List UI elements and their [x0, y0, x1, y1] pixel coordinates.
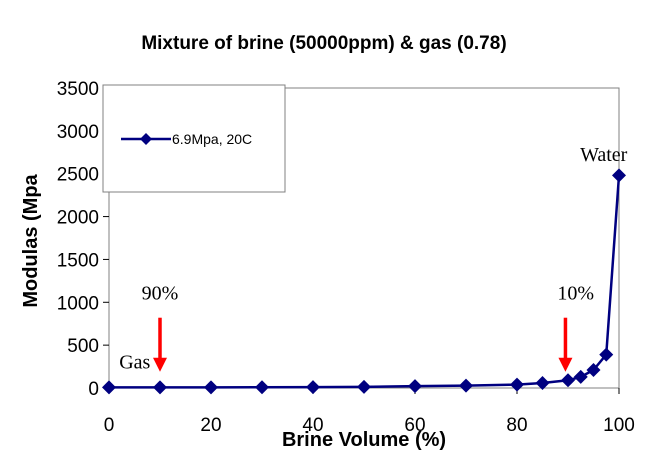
y-tick-label: 0	[88, 379, 99, 400]
y-tick-label: 3500	[57, 79, 99, 100]
data-point	[599, 347, 614, 362]
y-axis-ticks: 0 500 1000 1500 2000 2500 3000 3500	[57, 79, 109, 400]
legend-entry-label: 6.9Mpa, 20C	[172, 131, 252, 147]
arrow-head	[153, 357, 167, 372]
data-point	[510, 377, 524, 392]
data-point	[612, 168, 626, 183]
arrow-head	[558, 357, 573, 372]
x-tick-label: 40	[302, 415, 323, 436]
data-point	[561, 373, 575, 388]
x-tick-label: 60	[404, 415, 425, 436]
x-tick-label: 0	[104, 415, 115, 436]
annotation-label: Water	[580, 144, 628, 166]
series-layer	[102, 168, 626, 395]
legend-marker-swatch	[140, 133, 152, 145]
y-tick-label: 2500	[57, 165, 99, 186]
data-point	[459, 378, 473, 393]
annotation-label: Gas	[119, 351, 150, 373]
x-tick-label: 100	[603, 415, 635, 436]
x-axis-label: Brine Volume (%)	[282, 429, 446, 451]
y-tick-label: 2000	[57, 208, 99, 229]
data-point	[306, 380, 320, 395]
data-point	[102, 380, 116, 395]
x-tick-label: 80	[506, 415, 527, 436]
annotation-layer: Water Gas 90% 10%	[119, 144, 627, 373]
annotation-label: 90%	[142, 283, 179, 305]
data-point	[204, 380, 218, 395]
y-tick-label: 3000	[57, 122, 99, 143]
chart-title: Mixture of brine (50000ppm) & gas (0.78)	[141, 33, 506, 54]
data-point	[586, 363, 601, 377]
data-point	[408, 379, 422, 394]
y-tick-label: 1500	[57, 250, 99, 271]
data-point	[153, 380, 167, 395]
data-point	[255, 380, 269, 395]
y-tick-label: 500	[67, 336, 99, 357]
data-point	[535, 376, 550, 391]
legend: 6.9Mpa, 20C	[102, 84, 286, 193]
y-axis-label: Modulas (Mpa	[20, 173, 42, 307]
y-tick-label: 1000	[57, 293, 99, 314]
annotation-label: 10%	[557, 283, 594, 305]
data-point	[357, 379, 371, 394]
x-tick-label: 20	[200, 415, 221, 436]
data-point	[573, 369, 588, 384]
